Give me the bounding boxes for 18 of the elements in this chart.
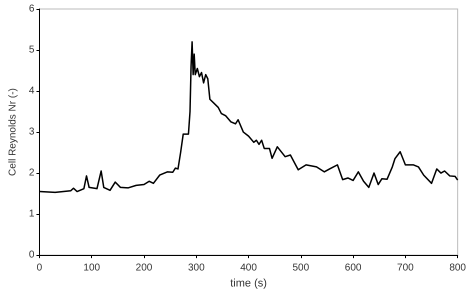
x-axis-title: time (s) xyxy=(230,278,267,290)
x-tick-label: 700 xyxy=(397,262,414,274)
x-tick-label: 300 xyxy=(188,262,206,274)
y-tick-label: 5 xyxy=(28,44,35,56)
y-axis-title: Cell Reynolds Nr (-) xyxy=(8,88,18,176)
y-tick-label: 6 xyxy=(28,4,35,14)
x-tick-label: 500 xyxy=(292,262,310,274)
y-tick-label: 1 xyxy=(28,208,35,220)
x-tick-label: 200 xyxy=(136,262,153,274)
y-tick-label: 2 xyxy=(28,168,35,179)
x-tick-label: 400 xyxy=(240,262,258,274)
x-tick-label: 100 xyxy=(83,262,101,274)
y-tick-label: 4 xyxy=(28,86,35,97)
y-tick-label: 0 xyxy=(28,250,35,261)
y-tick-label: 3 xyxy=(28,126,35,138)
x-tick-label: 600 xyxy=(344,262,362,274)
x-tick-label: 800 xyxy=(449,262,466,274)
x-tick-label: 0 xyxy=(36,262,43,274)
